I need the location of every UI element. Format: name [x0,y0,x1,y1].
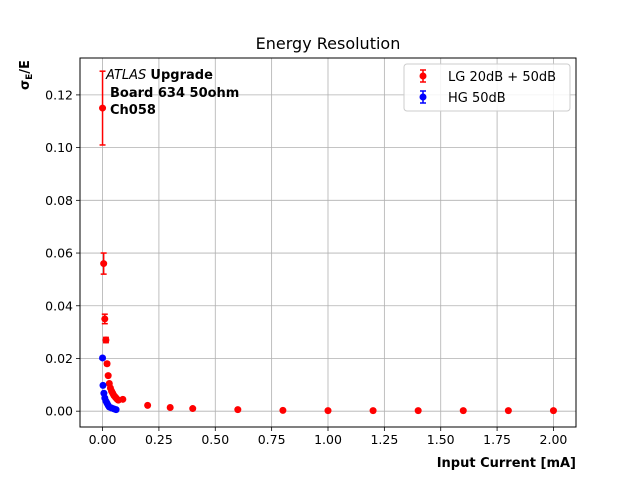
data-point [104,372,112,380]
data-point [459,407,467,415]
y-tick-label: 0.00 [45,404,73,419]
annotation-atlas: ATLAS [105,68,146,83]
data-point [504,407,512,415]
chart-title: Energy Resolution [256,34,401,53]
x-tick-label: 0.25 [145,432,173,447]
data-point [189,405,197,413]
y-tick-label: 0.08 [45,193,73,208]
y-tick-label: 0.10 [45,140,73,155]
data-point [99,354,107,362]
x-tick-label: 0.75 [258,432,286,447]
y-tick-label: 0.04 [45,298,73,313]
data-point [166,403,174,411]
legend-marker-lg [419,69,427,83]
data-point [324,407,332,415]
data-point [102,336,110,344]
y-tick-label: 0.02 [45,351,73,366]
x-tick-label: 1.50 [427,432,455,447]
y-axis-label-sub: E [25,74,35,80]
y-axis-label-tail: /E [18,60,33,74]
data-point [99,104,107,112]
data-point [99,381,107,389]
legend: LG 20dB + 50dB HG 50dB [403,63,571,112]
x-tick-label: 1.75 [483,432,511,447]
data-point [112,406,120,414]
annotation-board: Board 634 50ohm [110,86,239,101]
data-series [99,70,557,415]
data-point [119,395,127,403]
x-tick-label: 0.00 [89,432,117,447]
data-point [103,360,111,368]
data-point [234,406,242,414]
series-0 [99,70,557,415]
data-point [144,401,152,409]
y-tick-label: 0.12 [45,87,73,102]
x-tick-label: 0.50 [201,432,229,447]
x-tick-label: 1.25 [370,432,398,447]
x-tick-label: 2.00 [540,432,568,447]
data-point [549,407,557,415]
data-point [100,260,108,268]
y-axis-label: σE/E [18,60,35,90]
annotation-upgrade: Upgrade [150,68,213,83]
axis-ticks: 0.00 0.25 0.50 0.75 1.00 1.25 1.50 1.75 2.00 0.00… [45,87,567,447]
series-1 [99,354,120,414]
y-tick-label: 0.06 [45,246,73,261]
data-point [101,315,109,323]
x-axis-label: Input Current [mA] [437,456,576,471]
data-point [414,407,422,415]
legend-label-hg: HG 50dB [448,91,506,106]
x-tick-label: 1.00 [314,432,342,447]
legend-box [403,63,571,112]
annotation-line-1: ATLAS Upgrade [105,68,213,83]
annotation-channel: Ch058 [110,103,156,118]
legend-label-lg: LG 20dB + 50dB [448,70,556,85]
legend-marker-hg [419,90,427,104]
annotation-block: ATLAS Upgrade Board 634 50ohm Ch058 [105,68,239,118]
y-axis-label-main: σ [18,80,33,90]
data-point [369,407,377,415]
data-point [279,406,287,414]
